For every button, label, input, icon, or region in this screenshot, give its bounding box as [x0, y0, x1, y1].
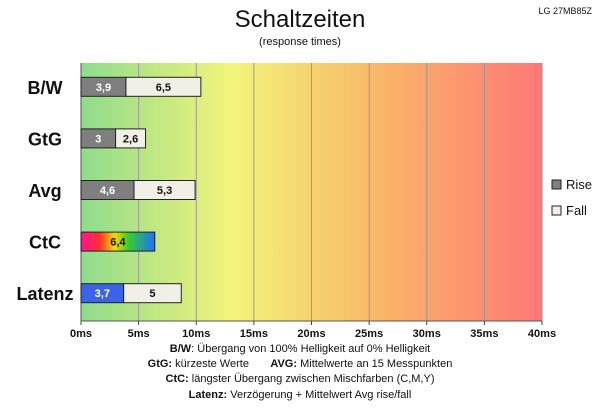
- bar-value-label: 3,7: [95, 288, 110, 300]
- legend-swatch-rise: [551, 179, 562, 190]
- bar-value-label: 6,4: [110, 237, 126, 249]
- bar-fall: [123, 283, 182, 304]
- bar-value-label: 5: [149, 288, 155, 300]
- footer-text-avg: Mittelwerte an 15 Messpunkten: [297, 358, 453, 370]
- footer-line-gtg-avg: GtG: kürzeste Werte AVG: Mittelwerte an …: [0, 358, 600, 370]
- category-label: Avg: [28, 181, 61, 201]
- category-label: GtG: [28, 129, 62, 149]
- footer-text-gtg: kürzeste Werte: [172, 358, 249, 370]
- bar-value-label: 6,5: [156, 82, 171, 94]
- footer-line-ctc: CtC: längster Übergang zwischen Mischfar…: [0, 373, 600, 385]
- chart-title: Schaltzeiten: [234, 6, 366, 33]
- footer-key-gtg: GtG:: [147, 358, 173, 370]
- x-tick-label: 15ms: [240, 328, 268, 340]
- chart-subtitle: (response times): [259, 36, 341, 48]
- category-label: CtC: [29, 233, 61, 253]
- category-label: Latenz: [16, 284, 73, 304]
- bar-fall: [115, 128, 147, 149]
- legend-label-rise: Rise: [566, 177, 592, 192]
- footer-text-ctc: längster Übergang zwischen Mischfarben (…: [188, 373, 435, 385]
- category-label: B/W: [28, 78, 63, 98]
- footer-key-latenz: Latenz:: [188, 389, 228, 401]
- x-tick-label: 25ms: [355, 328, 383, 340]
- bar-fall: [133, 180, 196, 200]
- bar-fall: [125, 76, 202, 97]
- bar-value-label: 4,6: [100, 185, 115, 197]
- footer-text-latenz: Verzögerung + Mittelwert Avg rise/fall: [227, 389, 412, 401]
- footer-key-avg: AVG:: [270, 358, 298, 370]
- bar-value-label: 2,6: [123, 133, 138, 145]
- footer-key-ctc: CtC:: [165, 373, 189, 385]
- x-tick-label: 10ms: [182, 328, 210, 340]
- footer-text-bw: : Übergang von 100% Helligkeit auf 0% He…: [191, 343, 431, 355]
- legend-label-fall: Fall: [566, 203, 587, 218]
- bar-value-label: 3: [95, 133, 101, 145]
- footer-line-latenz: Latenz: Verzögerung + Mittelwert Avg ris…: [0, 389, 600, 401]
- x-tick-label: 40ms: [528, 328, 556, 340]
- x-tick-label: 5ms: [128, 328, 150, 340]
- bar-rise: [80, 231, 156, 252]
- monitor-model-label: LG 27MB85Z: [538, 6, 592, 16]
- legend-swatch-fall: [551, 205, 562, 216]
- x-tick-label: 0ms: [70, 328, 92, 340]
- x-tick-label: 35ms: [470, 328, 498, 340]
- bar-value-label: 3,9: [96, 82, 111, 94]
- x-tick-label: 20ms: [297, 328, 325, 340]
- bar-value-label: 5,3: [157, 185, 172, 197]
- footer-line-bw: B/W: Übergang von 100% Helligkeit auf 0%…: [0, 343, 600, 355]
- footer-key-bw: B/W: [169, 343, 192, 355]
- x-tick-label: 30ms: [413, 328, 441, 340]
